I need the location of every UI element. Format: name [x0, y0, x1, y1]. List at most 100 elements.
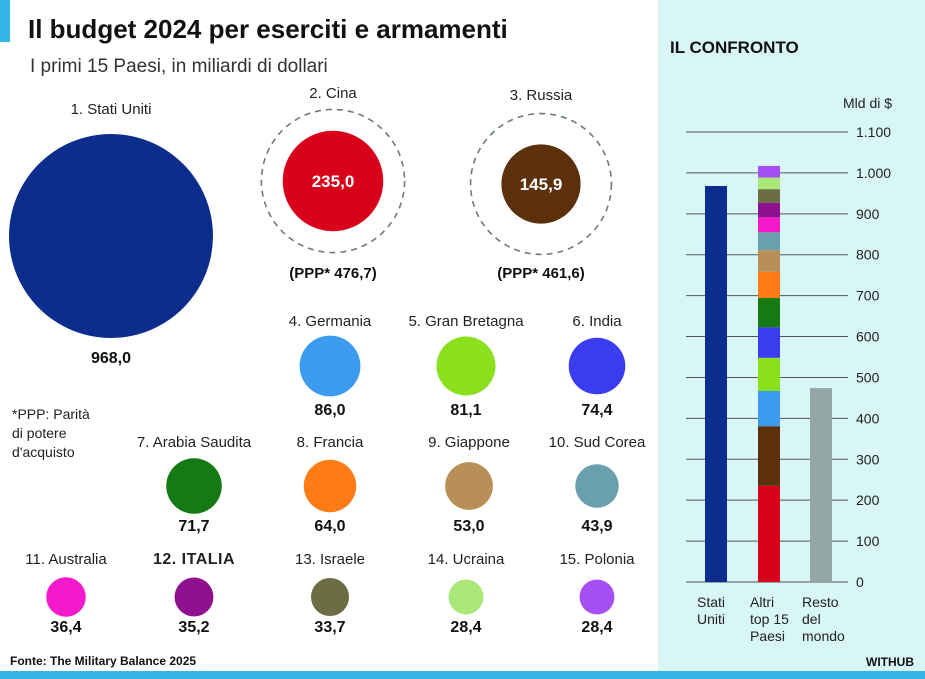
country-value: 145,9: [519, 175, 563, 194]
country-name: 2. Cina: [309, 85, 357, 102]
y-tick-label: 900: [856, 206, 880, 222]
country-name: 12. ITALIA: [152, 551, 236, 568]
country-value: 64,0: [314, 518, 346, 535]
stacked-bar-segment: [758, 390, 780, 427]
country-bubble: [501, 144, 581, 224]
stacked-bar-segment: [758, 189, 780, 203]
bar: [810, 388, 832, 582]
country-value: 36,4: [50, 619, 82, 636]
bottom-strip: [0, 671, 925, 679]
country-value: 35,2: [178, 619, 210, 636]
country-value: 86,0: [314, 402, 346, 419]
country-bubble: [575, 464, 619, 508]
country-bubble: [445, 462, 493, 510]
category-label-line: Altri: [750, 594, 775, 610]
country-bubble: [282, 130, 384, 232]
category-label-line: top 15: [750, 611, 789, 627]
ppp-ring: [469, 112, 613, 256]
bar-category-label: Resto del mondo: [802, 594, 845, 645]
category-label-line: Resto: [802, 594, 839, 610]
stacked-bar-segment: [758, 250, 780, 272]
bar: [705, 186, 727, 582]
y-tick-label: 700: [856, 288, 880, 304]
stacked-bar-segment: [758, 271, 780, 299]
country-bubble: [46, 577, 86, 617]
country-bubble: [436, 336, 496, 396]
country-name: 1. Stati Uniti: [70, 101, 152, 118]
bar-category-label: Altri top 15 Paesi: [750, 594, 789, 645]
ppp-value: (PPP* 461,6): [497, 265, 585, 282]
country-name: 7. Arabia Saudita: [136, 434, 252, 451]
stacked-bar-segment: [758, 357, 780, 391]
country-value: 968,0: [90, 350, 132, 367]
y-axis-unit: Mld di $: [843, 95, 893, 111]
y-tick-label: 1.000: [856, 165, 891, 181]
stacked-bar-segment: [758, 298, 780, 328]
country-bubble: [568, 337, 626, 395]
country-bubble: [166, 458, 222, 514]
ppp-footnote: *PPP: Parità di potere d'acquisto: [12, 405, 90, 462]
country-value: 71,7: [178, 518, 210, 535]
y-tick-label: 300: [856, 451, 880, 467]
country-value: 53,0: [453, 518, 485, 535]
accent-bar: [0, 0, 10, 42]
y-tick-label: 1.100: [856, 124, 891, 140]
y-tick-label: 800: [856, 247, 880, 263]
country-value: 28,4: [581, 619, 613, 636]
y-tick-label: 400: [856, 410, 880, 426]
chart-title: Il budget 2024 per eserciti e armamenti: [28, 14, 508, 44]
country-bubble: [299, 335, 361, 397]
stacked-bar-segment: [758, 426, 780, 486]
footnote-line: d'acquisto: [12, 444, 75, 460]
y-tick-label: 100: [856, 533, 880, 549]
stacked-bar-segment: [758, 165, 780, 178]
y-tick-label: 500: [856, 369, 880, 385]
country-value: 81,1: [450, 402, 482, 419]
country-value: 43,9: [581, 518, 613, 535]
country-name: 8. Francia: [296, 434, 364, 451]
country-name: 14. Ucraina: [427, 551, 505, 568]
country-bubble: [174, 577, 214, 617]
y-tick-label: 600: [856, 329, 880, 345]
country-value: 235,0: [311, 172, 355, 191]
ppp-value: (PPP* 476,7): [289, 265, 377, 282]
category-label-line: Uniti: [697, 611, 726, 627]
country-name: 5. Gran Bretagna: [408, 313, 524, 330]
country-bubble: [9, 134, 213, 338]
footnote-line: di potere: [12, 425, 67, 441]
country-name: 6. India: [572, 313, 622, 330]
category-label-line: mondo: [802, 628, 845, 644]
bar-category-label: Stati Uniti: [697, 594, 725, 628]
stacked-bar-segment: [758, 177, 780, 190]
country-name: 15. Polonia: [559, 551, 635, 568]
ppp-ring: [260, 108, 406, 254]
source-note: Fonte: The Military Balance 2025: [10, 654, 197, 668]
footnote-line: *PPP: Parità: [12, 406, 90, 422]
country-name: 9. Giappone: [428, 434, 510, 451]
country-name: 13. Israele: [294, 551, 366, 568]
y-tick-label: 0: [856, 574, 864, 590]
brand-logo: WITHUB: [866, 655, 914, 669]
country-value: 33,7: [314, 619, 346, 636]
country-name: 3. Russia: [509, 87, 573, 104]
stacked-bar-segment: [758, 327, 780, 358]
country-bubble: [579, 579, 615, 615]
stacked-bar-segment: [758, 232, 780, 251]
y-tick-label: 200: [856, 492, 880, 508]
country-bubble: [303, 459, 357, 513]
country-name: 11. Australia: [25, 551, 107, 568]
category-label-line: del: [802, 611, 821, 627]
chart-subtitle: I primi 15 Paesi, in miliardi di dollari: [30, 56, 328, 77]
country-name: 10. Sud Corea: [548, 434, 646, 451]
stacked-bar-segment: [758, 217, 780, 233]
stacked-bar-segment: [758, 485, 780, 582]
country-value: 28,4: [450, 619, 482, 636]
stacked-bar-segment: [758, 202, 780, 218]
country-bubble: [310, 577, 350, 617]
category-label-line: Stati: [697, 594, 726, 610]
comparison-title: IL CONFRONTO: [670, 38, 799, 57]
comparison-panel: [658, 0, 925, 679]
country-name: 4. Germania: [288, 313, 372, 330]
